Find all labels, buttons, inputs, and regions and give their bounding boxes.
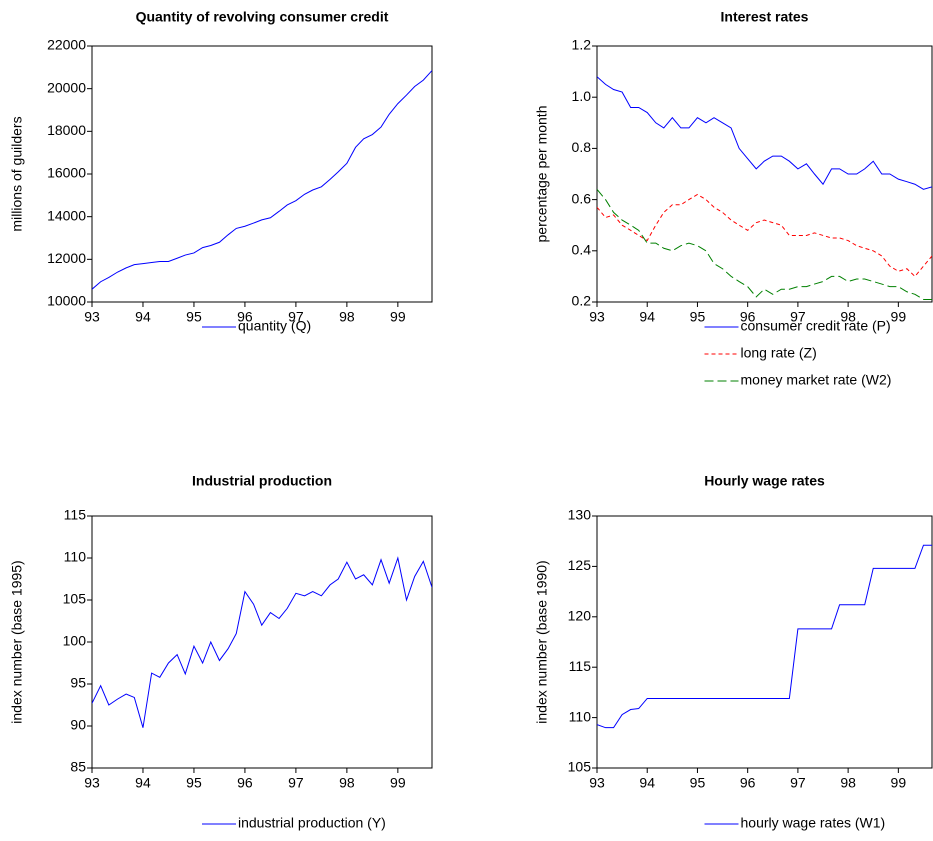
x-tick-label: 96 xyxy=(740,309,756,325)
y-tick-label: 1.0 xyxy=(572,88,592,104)
data-line xyxy=(92,556,432,728)
chart-title: Interest rates xyxy=(721,9,809,25)
y-tick-label: 90 xyxy=(70,717,86,733)
y-tick-label: 0.2 xyxy=(572,293,592,309)
legend-label: industrial production (Y) xyxy=(238,815,386,831)
chart-title: Hourly wage rates xyxy=(704,473,825,489)
y-tick-label: 115 xyxy=(569,658,592,674)
chart-title: Quantity of revolving consumer credit xyxy=(136,9,389,25)
x-tick-label: 98 xyxy=(840,309,856,325)
x-tick-label: 96 xyxy=(740,775,756,791)
x-tick-label: 95 xyxy=(186,775,202,791)
x-tick-label: 96 xyxy=(237,309,253,325)
x-tick-label: 93 xyxy=(589,775,605,791)
y-tick-label: 10000 xyxy=(47,293,86,309)
y-tick-label: 22000 xyxy=(47,37,86,53)
y-tick-label: 85 xyxy=(70,759,86,775)
y-tick-label: 0.4 xyxy=(572,242,592,258)
y-tick-label: 110 xyxy=(64,549,87,565)
x-tick-label: 93 xyxy=(84,309,100,325)
y-tick-label: 105 xyxy=(63,591,87,607)
y-axis-label: percentage per month xyxy=(534,106,550,243)
x-tick-label: 97 xyxy=(790,309,806,325)
x-tick-label: 94 xyxy=(135,309,151,325)
y-axis-label: millions of guilders xyxy=(9,116,25,231)
y-tick-label: 16000 xyxy=(47,165,86,181)
data-line xyxy=(597,76,932,190)
data-line xyxy=(597,189,932,300)
x-tick-label: 99 xyxy=(390,775,406,791)
x-tick-label: 94 xyxy=(135,775,151,791)
x-tick-label: 99 xyxy=(390,309,406,325)
x-tick-label: 94 xyxy=(639,775,655,791)
x-tick-label: 98 xyxy=(339,309,355,325)
y-tick-label: 0.6 xyxy=(572,190,592,206)
y-tick-label: 18000 xyxy=(47,122,86,138)
data-line xyxy=(92,70,432,290)
legend-label: hourly wage rates (W1) xyxy=(741,815,886,831)
y-tick-label: 110 xyxy=(569,708,592,724)
x-tick-label: 93 xyxy=(589,309,605,325)
y-tick-label: 120 xyxy=(568,608,592,624)
y-tick-label: 95 xyxy=(70,675,86,691)
legend-label: quantity (Q) xyxy=(238,318,311,334)
y-tick-label: 20000 xyxy=(47,79,86,95)
y-axis-label: index number (base 1990) xyxy=(534,560,550,723)
y-tick-label: 105 xyxy=(568,759,592,775)
data-line xyxy=(597,193,932,278)
x-tick-label: 95 xyxy=(690,775,706,791)
y-tick-label: 125 xyxy=(568,557,592,573)
y-tick-label: 0.8 xyxy=(572,139,592,155)
data-line xyxy=(597,544,932,729)
x-tick-label: 96 xyxy=(237,775,253,791)
plot-frame xyxy=(596,515,933,769)
x-tick-label: 98 xyxy=(339,775,355,791)
y-tick-label: 12000 xyxy=(47,250,86,266)
x-tick-label: 93 xyxy=(84,775,100,791)
x-tick-label: 97 xyxy=(790,775,806,791)
legend-label: consumer credit rate (P) xyxy=(741,318,891,334)
x-tick-label: 97 xyxy=(288,309,304,325)
x-tick-label: 99 xyxy=(891,775,907,791)
x-tick-label: 95 xyxy=(186,309,202,325)
x-tick-label: 99 xyxy=(891,309,907,325)
y-tick-label: 100 xyxy=(63,633,87,649)
y-tick-label: 1.2 xyxy=(572,37,592,53)
x-tick-label: 97 xyxy=(288,775,304,791)
plot-frame xyxy=(91,515,433,769)
legend-label: money market rate (W2) xyxy=(741,372,892,388)
plot-frame xyxy=(596,45,933,303)
y-tick-label: 115 xyxy=(64,507,87,523)
chart-title: Industrial production xyxy=(192,473,332,489)
y-axis-label: index number (base 1995) xyxy=(9,560,25,723)
x-tick-label: 98 xyxy=(840,775,856,791)
y-tick-label: 14000 xyxy=(47,207,86,223)
legend-label: long rate (Z) xyxy=(741,345,817,361)
x-tick-label: 94 xyxy=(639,309,655,325)
x-tick-label: 95 xyxy=(690,309,706,325)
y-tick-label: 130 xyxy=(568,507,592,523)
